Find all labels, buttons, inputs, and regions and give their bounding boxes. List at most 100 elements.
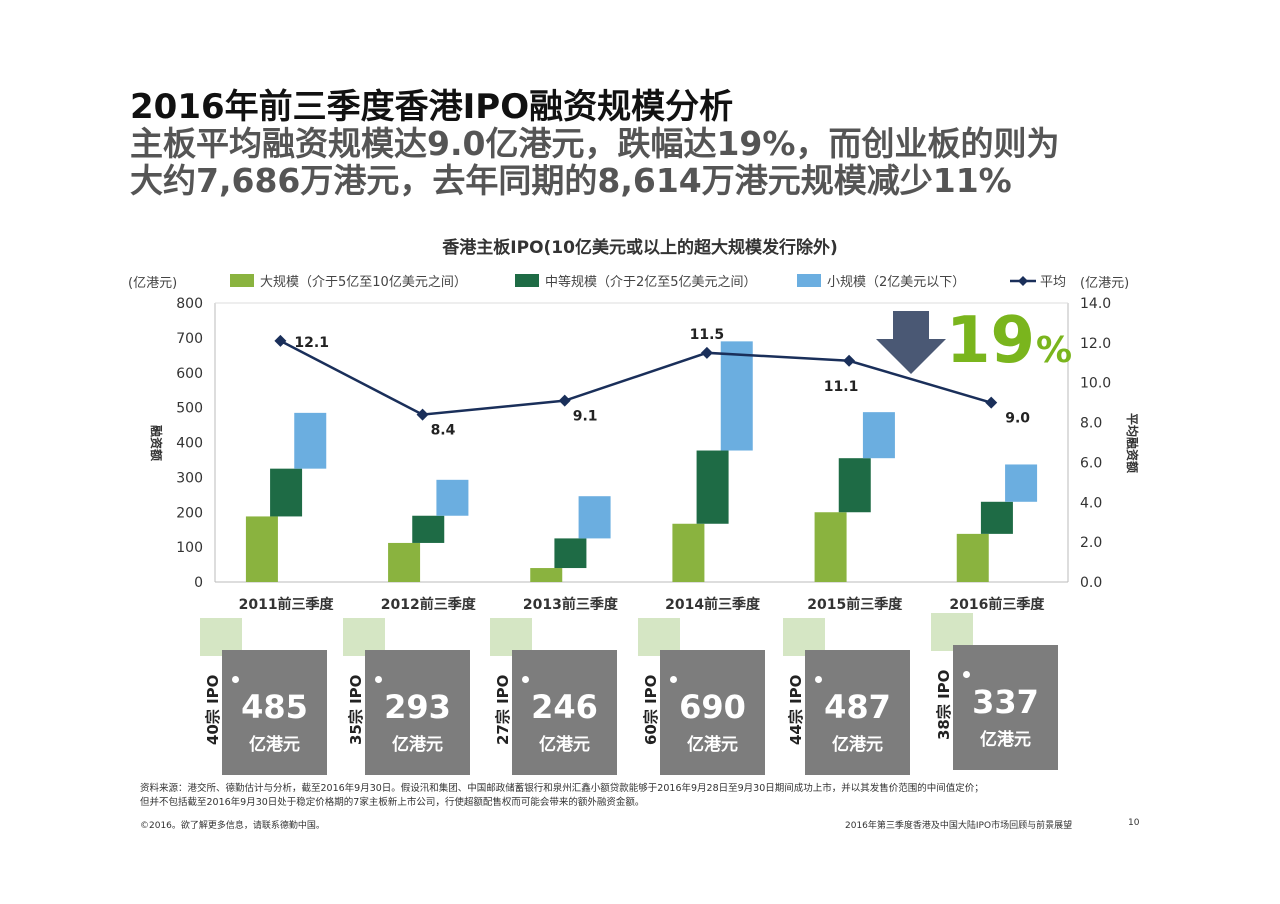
average-data-label: 11.1	[824, 379, 859, 395]
y-left-tick: 500	[176, 401, 203, 417]
bar-medium	[270, 468, 303, 517]
card-box	[805, 650, 910, 775]
total-unit: 亿港元	[539, 735, 590, 755]
deal-count: 35宗 IPO	[347, 674, 365, 745]
bar-medium	[412, 515, 445, 543]
legend-label: 中等规模（介于2亿至5亿美元之间）	[545, 274, 757, 290]
card-accent-square	[343, 618, 385, 656]
decline-percentage: 19	[946, 304, 1035, 378]
card-box	[222, 650, 327, 775]
card-accent-square	[490, 618, 532, 656]
y-left-tick: 200	[176, 505, 203, 521]
page-title: 2016年前三季度香港IPO融资规模分析	[130, 87, 734, 127]
total-unit: 亿港元	[980, 730, 1031, 750]
y-right-tick: 4.0	[1080, 495, 1102, 511]
legend-label: 小规模（2亿美元以下）	[827, 275, 965, 290]
totals-cards: 485 亿港元 40宗 IPO 293 亿港元 35宗 IPO 246 亿港元 27宗 IPO 6…	[0, 610, 1280, 780]
legend-marker	[1018, 276, 1028, 286]
footnote: 资料来源：港交所、德勤估计与分析，截至2016年9月30日。假设汛和集团、中国邮…	[140, 782, 1140, 810]
y-right-unit: (亿港元)	[1080, 276, 1129, 291]
bar-small	[578, 496, 611, 539]
y-left-tick: 800	[176, 296, 203, 312]
legend-label: 大规模（介于5亿至10亿美元之间）	[260, 275, 467, 290]
deal-count: 44宗 IPO	[787, 674, 805, 745]
y-right-title: 平均融资额	[1125, 413, 1140, 473]
bar-large	[388, 542, 421, 582]
y-right-tick: 0.0	[1080, 575, 1102, 591]
y-left-tick: 600	[176, 366, 203, 382]
card-accent-square	[200, 618, 242, 656]
deal-count: 40宗 IPO	[204, 674, 222, 745]
card-dot	[670, 676, 677, 683]
y-right-tick: 6.0	[1080, 455, 1102, 471]
footnote-line-1: 资料来源：港交所、德勤估计与分析，截至2016年9月30日。假设汛和集团、中国邮…	[140, 783, 984, 794]
bar-small	[436, 479, 469, 516]
average-point	[274, 334, 287, 347]
bar-small	[294, 412, 327, 469]
legend-swatch	[797, 274, 821, 287]
total-value: 690	[679, 688, 746, 726]
x-tick-label: 2012前三季度	[381, 596, 477, 610]
average-point	[416, 408, 429, 421]
total-value: 246	[531, 688, 598, 726]
bar-large	[245, 516, 278, 582]
deal-count: 27宗 IPO	[494, 674, 512, 745]
bar-large	[672, 523, 705, 582]
total-unit: 亿港元	[687, 735, 738, 755]
average-data-label: 9.0	[1005, 411, 1030, 427]
average-data-label: 12.1	[294, 335, 329, 351]
legend-swatch	[230, 274, 254, 287]
copyright: ©2016。欲了解更多信息，请联系德勤中国。	[140, 821, 325, 831]
total-value: 487	[824, 688, 891, 726]
x-tick-label: 2015前三季度	[807, 596, 903, 610]
total-unit: 亿港元	[832, 735, 883, 755]
average-point	[700, 346, 713, 359]
y-left-unit: (亿港元)	[128, 276, 177, 291]
bar-small	[862, 412, 895, 459]
y-left-title: 融资额	[149, 425, 164, 461]
y-right-tick: 12.0	[1080, 336, 1111, 352]
average-line	[279, 339, 992, 416]
page-number: 10	[1128, 818, 1140, 828]
card-dot	[375, 676, 382, 683]
deal-count: 38宗 IPO	[935, 669, 953, 740]
x-tick-label: 2013前三季度	[523, 596, 619, 610]
card-accent-square	[931, 613, 973, 651]
average-point	[843, 354, 856, 367]
total-unit: 亿港元	[392, 735, 443, 755]
bar-small	[1005, 464, 1038, 502]
deal-count: 60宗 IPO	[642, 674, 660, 745]
bar-large	[530, 568, 563, 582]
total-unit: 亿港元	[249, 735, 300, 755]
y-right-tick: 10.0	[1080, 376, 1111, 392]
footnote-line-2: 但并不包括截至2016年9月30日处于稳定价格期的7家主板新上市公司，行使超额配…	[140, 796, 645, 808]
card-box	[512, 650, 617, 775]
x-tick-label: 2016前三季度	[949, 596, 1045, 610]
card-dot	[815, 676, 822, 683]
total-value: 293	[384, 688, 451, 726]
bar-small	[720, 341, 753, 451]
y-right-tick: 14.0	[1080, 296, 1111, 312]
subtitle-line-2: 大约7,686万港元，去年同期的8,614万港元规模减少11%	[130, 161, 1012, 201]
card-box	[365, 650, 470, 775]
card-accent-square	[783, 618, 825, 656]
average-data-label: 11.5	[690, 327, 725, 343]
average-point	[558, 394, 571, 407]
total-value: 337	[972, 683, 1039, 721]
legend-swatch	[515, 274, 539, 287]
y-left-tick: 0	[194, 575, 203, 591]
average-data-label: 9.1	[573, 409, 598, 425]
bar-large	[956, 533, 989, 582]
legend-label: 平均	[1040, 275, 1066, 290]
decline-percent-sign: %	[1036, 330, 1072, 371]
average-data-label: 8.4	[431, 423, 456, 439]
card-accent-square	[638, 618, 680, 656]
bar-medium	[980, 501, 1013, 534]
y-left-tick: 100	[176, 540, 203, 556]
y-right-tick: 8.0	[1080, 416, 1102, 432]
y-left-tick: 700	[176, 331, 203, 347]
ipo-chart: 香港主板IPO(10亿美元或以上的超大规模发行除外) 大规模（介于5亿至10亿美元…	[128, 237, 1140, 610]
x-tick-label: 2014前三季度	[665, 596, 761, 610]
y-left-tick: 400	[176, 436, 203, 452]
y-left-tick: 300	[176, 470, 203, 486]
